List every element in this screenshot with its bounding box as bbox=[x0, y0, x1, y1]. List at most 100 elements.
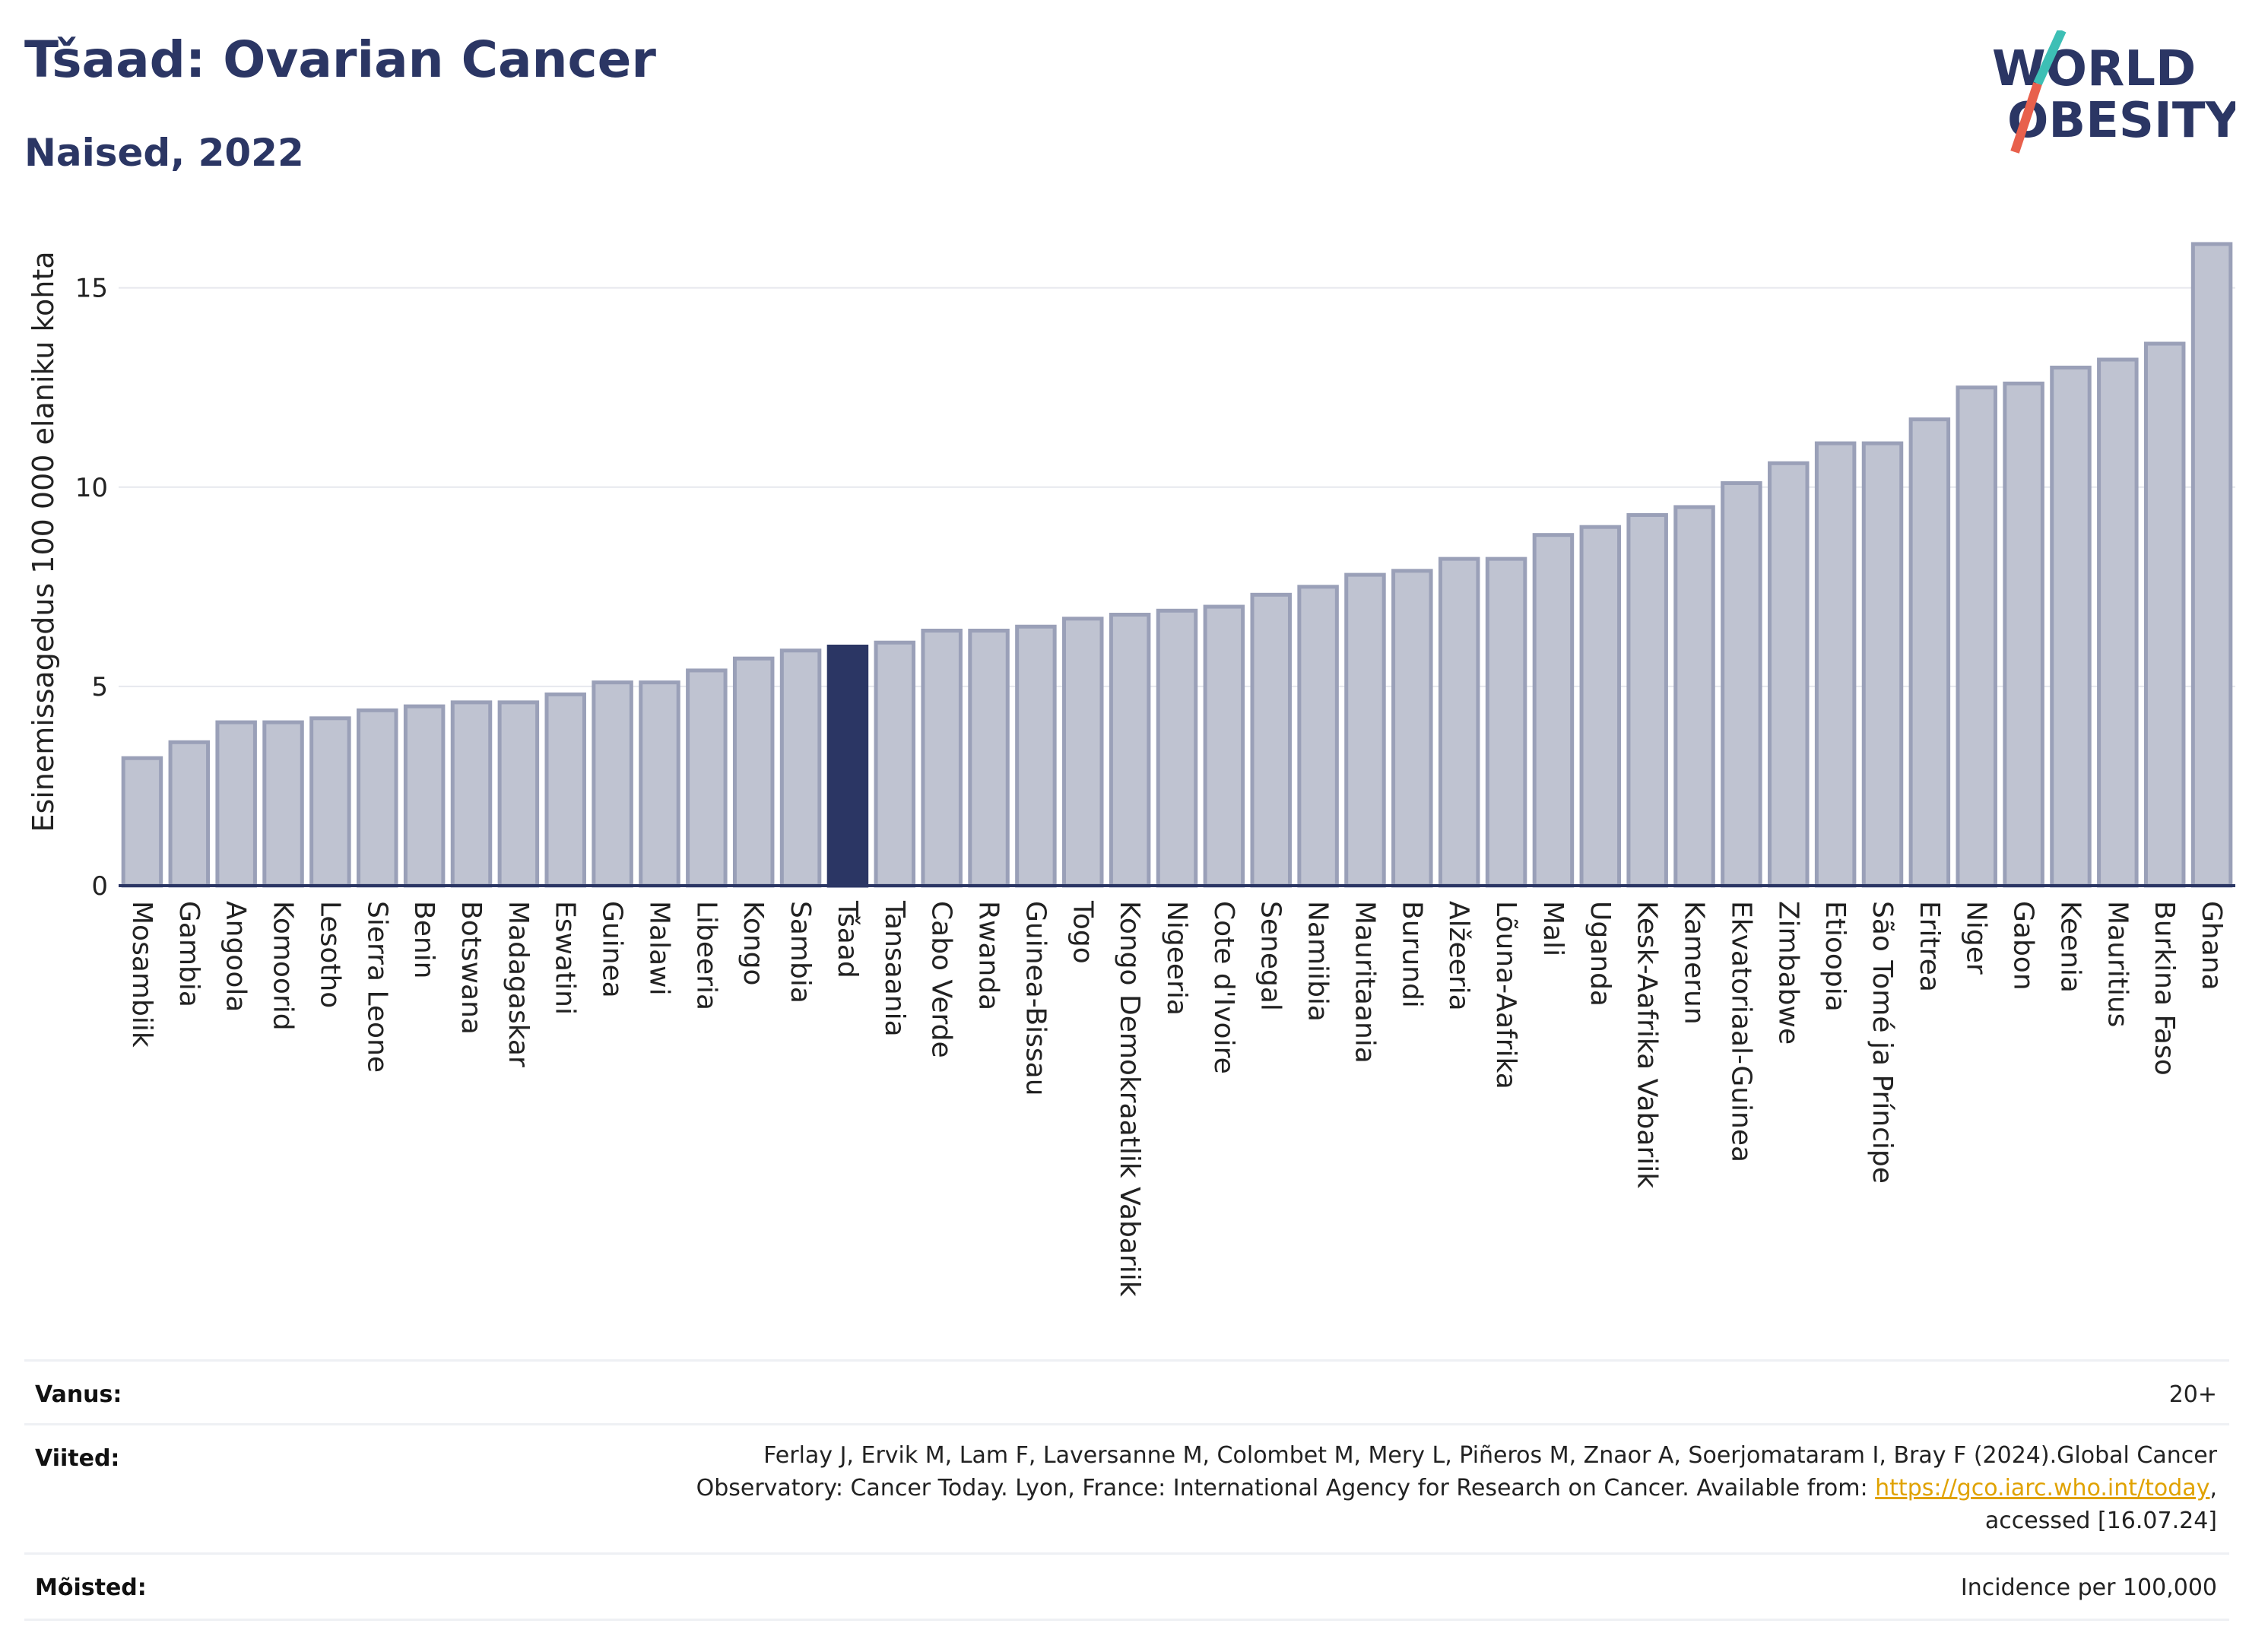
x-tick-label: Nigeeria bbox=[1161, 901, 1192, 1016]
x-tick-label: Gambia bbox=[173, 901, 205, 1007]
bar bbox=[2097, 357, 2139, 888]
x-tick-label: Libeeria bbox=[690, 901, 722, 1010]
x-tick-label: Rwanda bbox=[973, 901, 1004, 1010]
world-obesity-logo: WORLD OBESITY bbox=[1992, 30, 2235, 154]
bar bbox=[686, 668, 728, 888]
bar bbox=[121, 756, 163, 888]
y-axis-label: Esinemissagedus 100 000 elaniku kohta bbox=[27, 251, 60, 832]
x-tick-label: Botswana bbox=[455, 901, 487, 1035]
bar bbox=[1908, 417, 1951, 888]
bar bbox=[968, 628, 1010, 888]
age-row: Vanus: 20+ bbox=[24, 1359, 2229, 1425]
bar bbox=[1297, 585, 1339, 888]
bar bbox=[215, 720, 257, 888]
bar bbox=[1203, 604, 1245, 888]
bar bbox=[1579, 525, 1622, 888]
bar bbox=[1344, 572, 1386, 888]
x-tick-label: Kongo Demokraatlik Vabariik bbox=[1114, 901, 1145, 1297]
bar bbox=[1956, 385, 1997, 888]
page-title: Tšaad: Ovarian Cancer bbox=[24, 30, 656, 89]
x-tick-label: Sambia bbox=[785, 901, 816, 1004]
bar bbox=[403, 704, 446, 888]
x-tick-label: Alžeeria bbox=[1443, 901, 1474, 1011]
bar bbox=[262, 720, 304, 888]
bar bbox=[357, 708, 398, 888]
x-tick-label: Gabon bbox=[2008, 901, 2039, 991]
bar bbox=[168, 740, 211, 888]
x-tick-label: Cote d'Ivoire bbox=[1208, 901, 1239, 1074]
bar bbox=[1768, 461, 1810, 888]
bar bbox=[1814, 441, 1857, 888]
svg-text:WORLD: WORLD bbox=[1992, 41, 2196, 97]
references-row: Viited: Ferlay J, Ervik M, Lam F, Lavers… bbox=[24, 1423, 2229, 1555]
x-tick-label: Burkina Faso bbox=[2149, 901, 2180, 1076]
bar bbox=[1015, 624, 1057, 888]
x-tick-label: Kesk-Aafrika Vabariik bbox=[1632, 901, 1663, 1188]
bar bbox=[592, 680, 633, 888]
x-tick-label: Lõuna-Aafrika bbox=[1490, 901, 1521, 1089]
x-tick-label: Keenia bbox=[2054, 901, 2086, 993]
svg-text:OBESITY: OBESITY bbox=[2007, 93, 2235, 149]
x-tick-label: Angoola bbox=[220, 901, 252, 1012]
y-tick-label: 5 bbox=[91, 672, 108, 702]
definitions-value: Incidence per 100,000 bbox=[1960, 1574, 2217, 1601]
page-subtitle: Naised, 2022 bbox=[24, 131, 304, 175]
x-tick-label: Eswatini bbox=[550, 901, 581, 1015]
bar bbox=[1532, 533, 1575, 888]
x-tick-label: Etioopia bbox=[1819, 901, 1851, 1012]
x-tick-label: Sierra Leone bbox=[361, 901, 392, 1073]
bar bbox=[1250, 592, 1292, 888]
bar bbox=[1156, 608, 1198, 888]
x-tick-label: Niger bbox=[1961, 901, 1992, 975]
bar bbox=[779, 648, 822, 888]
x-tick-label: Mali bbox=[1537, 901, 1569, 956]
references-line-1: Ferlay J, Ervik M, Lam F, Laversanne M, … bbox=[763, 1442, 2217, 1469]
x-tick-label: Guinea bbox=[597, 901, 628, 998]
x-tick-label: Uganda bbox=[1584, 901, 1616, 1007]
x-tick-label: Senegal bbox=[1255, 901, 1286, 1011]
x-tick-label: Mosambiik bbox=[126, 901, 157, 1048]
bar bbox=[826, 644, 869, 888]
x-tick-label: Namiibia bbox=[1302, 901, 1334, 1022]
bar bbox=[1626, 512, 1668, 888]
x-tick-label: Togo bbox=[1067, 900, 1098, 964]
bar bbox=[544, 692, 586, 888]
x-tick-label: Eritrea bbox=[1914, 901, 1945, 992]
y-tick-label: 0 bbox=[91, 871, 108, 902]
x-tick-label: Kongo bbox=[738, 901, 769, 986]
x-tick-label: Madagaskar bbox=[503, 901, 534, 1067]
references-label: Viited: bbox=[35, 1445, 120, 1472]
bar bbox=[1062, 617, 1104, 888]
definitions-label: Mõisted: bbox=[35, 1574, 147, 1601]
bar bbox=[2190, 242, 2233, 888]
bar bbox=[874, 640, 916, 888]
bar-chart: 0 5 10 15 Esinemissagedus 100 000 elaniku ko… bbox=[27, 242, 2235, 1297]
bar bbox=[732, 656, 775, 888]
bar bbox=[1109, 613, 1151, 888]
x-tick-label: Benin bbox=[408, 901, 439, 978]
x-tick-label: Mauritaania bbox=[1349, 901, 1380, 1064]
bar bbox=[497, 700, 540, 888]
y-tick-label: 10 bbox=[75, 473, 108, 503]
bar bbox=[1721, 481, 1762, 888]
x-tick-label: Malawi bbox=[643, 901, 674, 996]
x-tick-label: Tšaad bbox=[832, 900, 863, 978]
bar bbox=[2003, 381, 2044, 888]
x-tick-label: Guinea-Bissau bbox=[1020, 901, 1051, 1096]
bar bbox=[309, 716, 351, 888]
x-tick-label: Lesotho bbox=[314, 901, 345, 1008]
age-value: 20+ bbox=[2168, 1381, 2217, 1408]
references-text: Ferlay J, Ervik M, Lam F, Laversanne M, … bbox=[696, 1439, 2217, 1537]
references-line-2: Observatory: Cancer Today. Lyon, France:… bbox=[696, 1475, 2217, 1501]
y-tick-label: 15 bbox=[75, 274, 108, 304]
x-tick-label: Zimbabwe bbox=[1772, 901, 1803, 1045]
bar bbox=[1391, 569, 1433, 888]
x-tick-label: Cabo Verde bbox=[926, 901, 957, 1058]
x-tick-label: Tansaania bbox=[879, 900, 910, 1037]
bar bbox=[639, 680, 680, 888]
x-tick-label: Ekvatoriaal-Guinea bbox=[1725, 901, 1756, 1162]
age-label: Vanus: bbox=[35, 1381, 122, 1408]
references-link[interactable]: https://gco.iarc.who.int/today bbox=[1875, 1475, 2210, 1501]
x-tick-label: Kamerun bbox=[1679, 901, 1710, 1025]
x-tick-label: São Tomé ja Príncipe bbox=[1867, 901, 1898, 1184]
